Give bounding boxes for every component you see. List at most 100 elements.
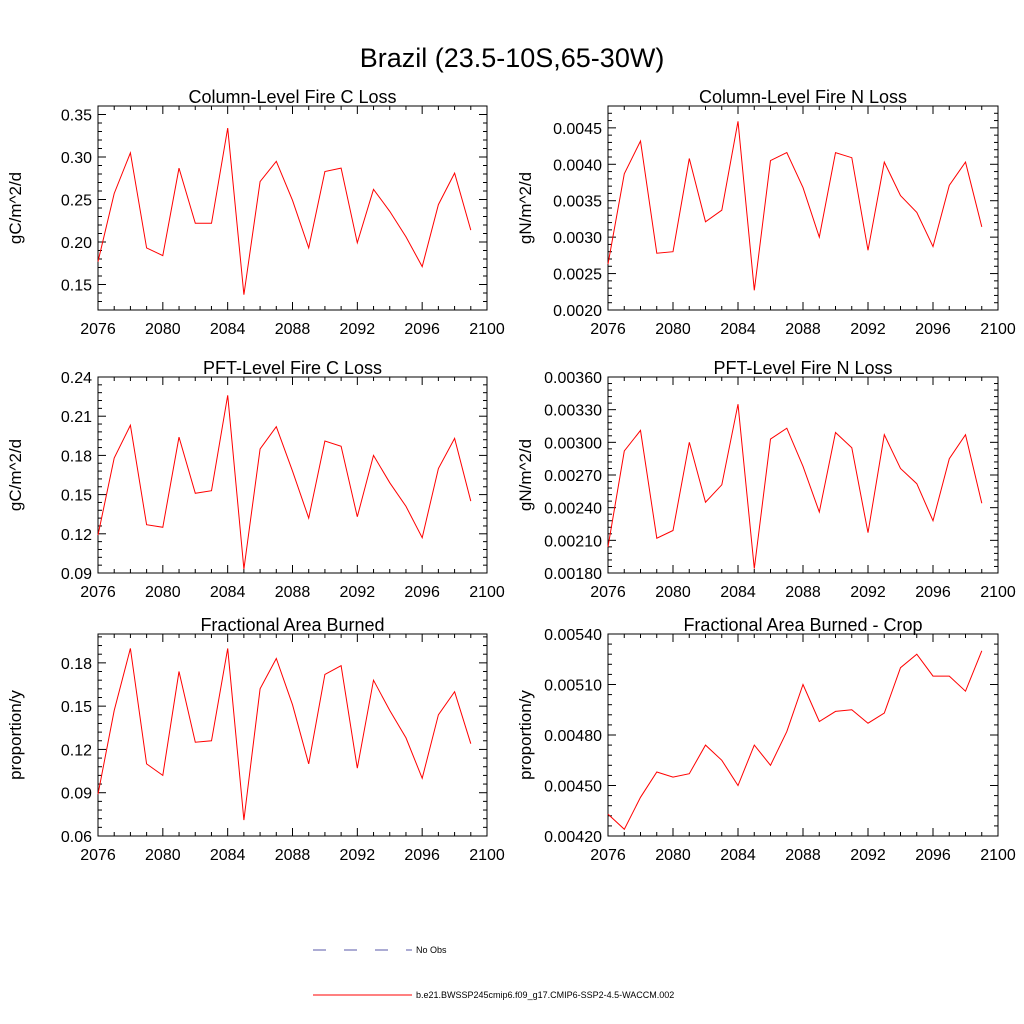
x-tick-label: 2076 <box>590 847 626 864</box>
x-tick-label: 2096 <box>404 584 440 601</box>
x-tick-label: 2080 <box>655 321 691 338</box>
y-tick-label: 0.18 <box>61 656 92 673</box>
x-tick-label: 2088 <box>785 321 821 338</box>
panel-title: Column-Level Fire N Loss <box>699 87 907 107</box>
y-tick-label: 0.12 <box>61 742 92 759</box>
y-tick-label: 0.18 <box>61 448 92 465</box>
panel-title: PFT-Level Fire N Loss <box>713 358 892 378</box>
x-tick-label: 2084 <box>720 847 756 864</box>
y-tick-label: 0.15 <box>61 699 92 716</box>
x-tick-label: 2084 <box>210 321 246 338</box>
y-tick-label: 0.00480 <box>544 728 602 745</box>
y-tick-label: 0.15 <box>61 488 92 505</box>
y-tick-label: 0.00240 <box>544 501 602 518</box>
x-tick-label: 2084 <box>210 584 246 601</box>
y-tick-label: 0.00420 <box>544 829 602 846</box>
legend-item-model: b.e21.BWSSP245cmip6.f09_g17.CMIP6-SSP2-4… <box>313 990 674 1000</box>
x-tick-label: 2080 <box>145 321 181 338</box>
x-tick-label: 2076 <box>590 584 626 601</box>
figure-title: Brazil (23.5-10S,65-30W) <box>360 43 665 73</box>
plot-frame <box>607 376 999 574</box>
plot-frame <box>607 105 999 311</box>
y-tick-label: 0.00510 <box>544 678 602 695</box>
x-tick-label: 2092 <box>850 584 886 601</box>
panel-3: PFT-Level Fire C Loss 2076 2080 2084 2088 209… <box>6 358 505 601</box>
series-line <box>97 648 472 821</box>
x-tick-label: 2096 <box>915 321 951 338</box>
y-tick-label: 0.24 <box>61 370 92 387</box>
legend: No Obs b.e21.BWSSP245cmip6.f09_g17.CMIP6… <box>313 945 674 1000</box>
x-tick-label: 2100 <box>980 321 1016 338</box>
panel-title: Column-Level Fire C Loss <box>188 87 396 107</box>
y-tick-label: 0.35 <box>61 108 92 125</box>
y-tick-label: 0.25 <box>61 193 92 210</box>
y-tick-label: 0.0020 <box>553 303 602 320</box>
y-tick-label: 0.15 <box>61 278 92 295</box>
y-tick-label: 0.0025 <box>553 267 602 284</box>
legend-label-no-obs: No Obs <box>416 945 447 955</box>
x-tick-label: 2088 <box>275 847 311 864</box>
y-tick-label: 0.00450 <box>544 779 602 796</box>
x-tick-label: 2088 <box>785 584 821 601</box>
y-tick-label: 0.09 <box>61 566 92 583</box>
x-tick-label: 2100 <box>469 321 505 338</box>
series-line <box>97 128 472 295</box>
y-tick-label: 0.00330 <box>544 403 602 420</box>
plot-frame <box>607 633 999 837</box>
panel-title: PFT-Level Fire C Loss <box>203 358 382 378</box>
y-axis-label: gC/m^2/d <box>6 439 25 511</box>
x-tick-label: 2080 <box>655 584 691 601</box>
x-tick-label: 2096 <box>404 321 440 338</box>
x-tick-label: 2092 <box>850 321 886 338</box>
x-tick-label: 2096 <box>915 584 951 601</box>
series-line <box>97 395 472 570</box>
plot-frame <box>97 633 488 837</box>
x-tick-label: 2088 <box>785 847 821 864</box>
x-tick-label: 2092 <box>340 584 376 601</box>
panel-4: PFT-Level Fire N Loss 2076 2080 2084 2088 209… <box>516 358 1016 601</box>
panel-6: Fractional Area Burned - Crop 2076 2080 208… <box>516 615 1016 864</box>
y-axis-label: proportion/y <box>6 690 25 780</box>
x-tick-label: 2080 <box>655 847 691 864</box>
series-line <box>607 650 983 831</box>
panel-title: Fractional Area Burned - Crop <box>683 615 922 635</box>
x-tick-label: 2100 <box>980 584 1016 601</box>
legend-item-no-obs: No Obs <box>313 945 447 955</box>
y-tick-label: 0.09 <box>61 786 92 803</box>
x-tick-label: 2084 <box>210 847 246 864</box>
x-tick-label: 2096 <box>915 847 951 864</box>
x-tick-label: 2092 <box>340 321 376 338</box>
x-tick-label: 2076 <box>590 321 626 338</box>
x-tick-label: 2100 <box>469 584 505 601</box>
y-tick-label: 0.00180 <box>544 566 602 583</box>
y-tick-label: 0.06 <box>61 829 92 846</box>
y-tick-label: 0.0045 <box>553 121 602 138</box>
series-line <box>607 121 983 291</box>
x-tick-label: 2076 <box>80 584 116 601</box>
y-tick-label: 0.00210 <box>544 533 602 550</box>
panel-1: Column-Level Fire C Loss 2076 2080 2084 2088… <box>6 87 505 338</box>
plot-frame <box>97 376 488 574</box>
x-tick-label: 2084 <box>720 321 756 338</box>
y-tick-label: 0.30 <box>61 150 92 167</box>
y-tick-label: 0.00360 <box>544 370 602 387</box>
x-tick-label: 2088 <box>275 321 311 338</box>
panel-5: Fractional Area Burned 2076 2080 2084 2088 20… <box>6 615 505 864</box>
y-tick-label: 0.0030 <box>553 230 602 247</box>
x-tick-label: 2080 <box>145 847 181 864</box>
x-tick-label: 2100 <box>469 847 505 864</box>
x-tick-label: 2092 <box>850 847 886 864</box>
y-tick-label: 0.20 <box>61 235 92 252</box>
y-axis-label: gC/m^2/d <box>6 172 25 244</box>
y-tick-label: 0.00540 <box>544 627 602 644</box>
x-tick-label: 2080 <box>145 584 181 601</box>
y-tick-label: 0.21 <box>61 409 92 426</box>
panel-2: Column-Level Fire N Loss 2076 2080 2084 2088… <box>516 87 1016 338</box>
series-line <box>607 404 983 569</box>
x-tick-label: 2084 <box>720 584 756 601</box>
y-axis-label: proportion/y <box>516 690 535 780</box>
x-tick-label: 2088 <box>275 584 311 601</box>
x-tick-label: 2096 <box>404 847 440 864</box>
y-tick-label: 0.0035 <box>553 194 602 211</box>
legend-label-model: b.e21.BWSSP245cmip6.f09_g17.CMIP6-SSP2-4… <box>416 990 674 1000</box>
